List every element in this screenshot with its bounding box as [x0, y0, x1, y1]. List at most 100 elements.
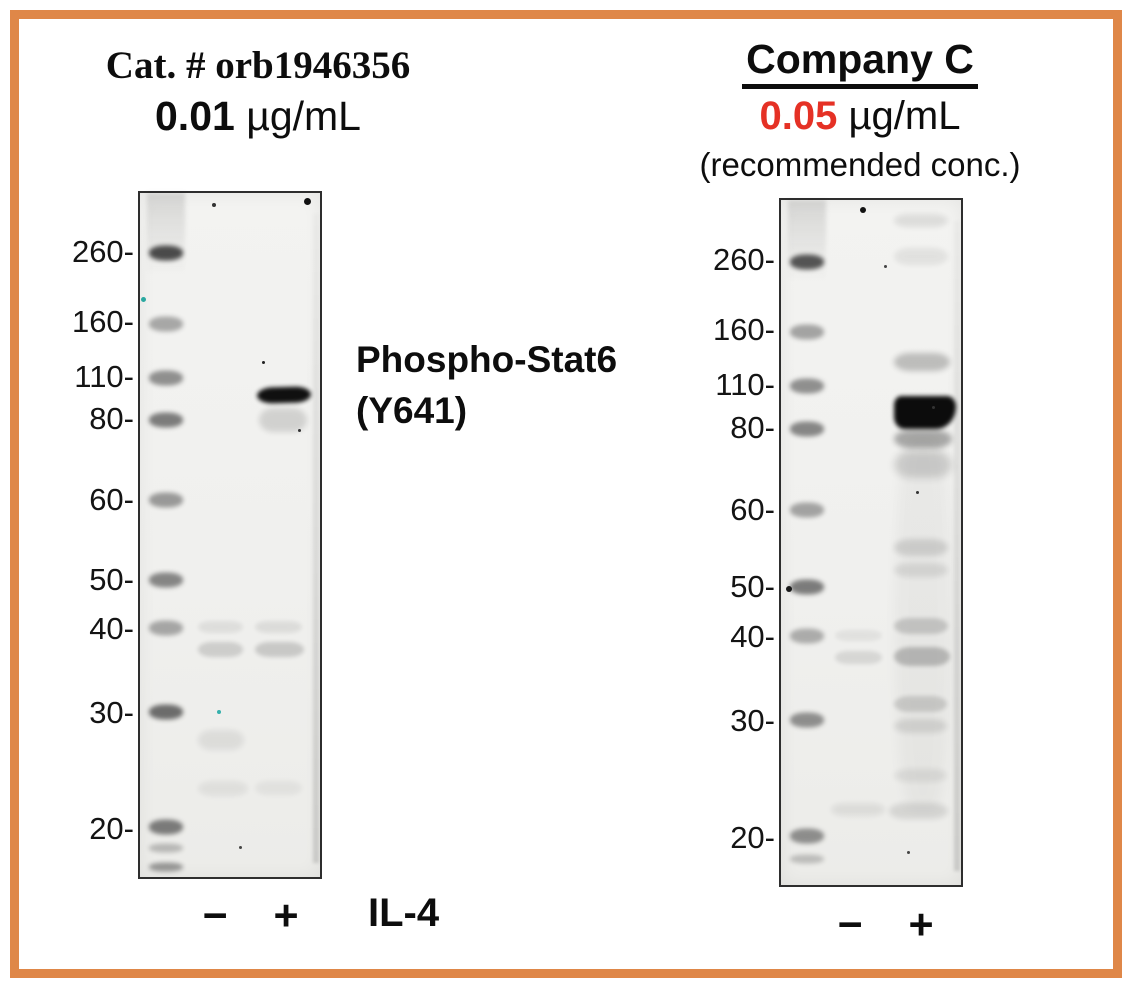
ladder-band-260 — [149, 245, 184, 261]
mw-marker-260: 260- — [712, 242, 775, 277]
ladder-band-40 — [790, 628, 825, 644]
protein-band — [894, 617, 949, 635]
gel-speck — [212, 202, 216, 207]
gel-speck — [786, 585, 793, 592]
left-lane-label-minus: − — [202, 892, 228, 940]
protein-band — [894, 647, 951, 667]
protein-band — [894, 539, 949, 556]
gel-speck — [262, 360, 266, 364]
gel-speck — [140, 296, 146, 302]
mw-marker-40: 40- — [730, 618, 775, 654]
protein-band — [894, 450, 952, 479]
mw-marker-60: 60- — [89, 481, 134, 517]
protein-band — [894, 768, 947, 783]
right-mw-marker-column: 260- 160- 110- 80- 60- 50- 40- 30- 20- — [697, 198, 775, 887]
ladder-band-160 — [790, 324, 825, 340]
protein-band — [835, 630, 882, 642]
protein-band — [894, 719, 947, 733]
left-mw-marker-column: 260- 160- 110- 80- 60- 50- 40- 30- 20- — [56, 191, 134, 879]
protein-band — [255, 641, 304, 657]
gel-speck — [303, 198, 311, 206]
protein-band — [894, 563, 949, 577]
ladder-band-30 — [149, 704, 184, 720]
protein-band — [835, 650, 882, 665]
mw-marker-80: 80- — [89, 401, 134, 437]
left-blot-gel — [138, 191, 322, 879]
ladder-band-40 — [149, 620, 184, 636]
mw-marker-20: 20- — [730, 820, 775, 856]
left-concentration-value: 0.01 — [155, 93, 235, 139]
ladder-band-60 — [149, 492, 184, 508]
protein-band — [197, 781, 248, 797]
figure-border — [10, 10, 1122, 978]
mw-marker-30: 30- — [730, 702, 775, 738]
ladder-band-50 — [790, 579, 825, 595]
ladder-band-260 — [790, 254, 825, 270]
ladder-band-50 — [149, 572, 184, 588]
right-panel-title: Company C 0.05 µg/mL (recommended conc.) — [695, 34, 1025, 187]
protein-band — [894, 352, 951, 371]
protein-band — [258, 407, 308, 433]
protein-band — [889, 802, 949, 820]
mw-marker-50: 50- — [730, 569, 775, 605]
left-panel-title: Cat. # orb1946356 0.01 µg/mL — [82, 42, 434, 142]
mw-marker-40: 40- — [89, 610, 134, 646]
gel-speck — [239, 846, 242, 850]
ladder-band-minor — [149, 843, 184, 853]
company-name-line: Company C — [695, 34, 1025, 89]
gel-speck — [298, 428, 302, 432]
gel-speck — [916, 491, 919, 495]
mw-marker-260: 260- — [71, 233, 134, 269]
right-concentration-unit: µg/mL — [837, 94, 961, 138]
left-lane-label-plus: + — [273, 892, 299, 940]
protein-band — [255, 781, 302, 795]
right-concentration-line: 0.05 µg/mL — [695, 89, 1025, 143]
ladder-band-minor — [790, 854, 825, 864]
recommended-conc-note: (recommended conc.) — [699, 146, 1021, 183]
left-concentration-line: 0.01 µg/mL — [82, 90, 434, 142]
protein-band — [894, 395, 956, 429]
gel-speck — [932, 405, 936, 409]
gel-speck — [860, 206, 867, 213]
protein-band — [894, 430, 952, 448]
ladder-band-80 — [790, 421, 825, 437]
protein-band — [256, 386, 312, 405]
mw-marker-20: 20- — [89, 810, 134, 846]
mw-marker-30: 30- — [89, 695, 134, 731]
protein-band — [894, 247, 949, 266]
ladder-band-30 — [790, 712, 825, 728]
ladder-band-60 — [790, 502, 825, 518]
protein-band — [831, 802, 886, 817]
mw-marker-160: 160- — [71, 304, 134, 340]
catalog-number: Cat. # orb1946356 — [105, 44, 411, 87]
ladder-band-20 — [149, 819, 184, 835]
mw-marker-80: 80- — [730, 410, 775, 446]
mw-marker-110: 110- — [74, 359, 134, 395]
gel-speck — [883, 265, 887, 269]
ladder-band-110 — [149, 370, 184, 386]
protein-band — [197, 641, 243, 657]
gel-speck — [217, 710, 222, 715]
protein-band — [197, 621, 243, 634]
right-lane-label-minus: − — [837, 901, 863, 949]
ladder-band-minor — [149, 862, 184, 872]
ladder-band-20 — [790, 828, 825, 844]
mw-marker-60: 60- — [730, 492, 775, 528]
protein-band — [197, 729, 245, 751]
mw-marker-160: 160- — [712, 312, 775, 348]
left-concentration-unit: µg/mL — [234, 93, 361, 139]
ladder-band-80 — [149, 412, 184, 428]
right-concentration-value: 0.05 — [759, 94, 838, 138]
gel-speck — [907, 850, 910, 854]
right-lane-label-plus: + — [908, 901, 934, 949]
mw-marker-110: 110- — [715, 366, 775, 402]
ladder-band-160 — [149, 316, 184, 332]
il4-treatment-label: IL-4 — [368, 891, 440, 935]
protein-band — [894, 213, 949, 228]
target-phospho-site: (Y641) — [356, 390, 468, 431]
protein-band — [894, 695, 947, 713]
right-blot-gel — [779, 198, 963, 887]
protein-band — [255, 621, 302, 634]
target-protein-name: Phospho-Stat6 — [356, 339, 618, 380]
